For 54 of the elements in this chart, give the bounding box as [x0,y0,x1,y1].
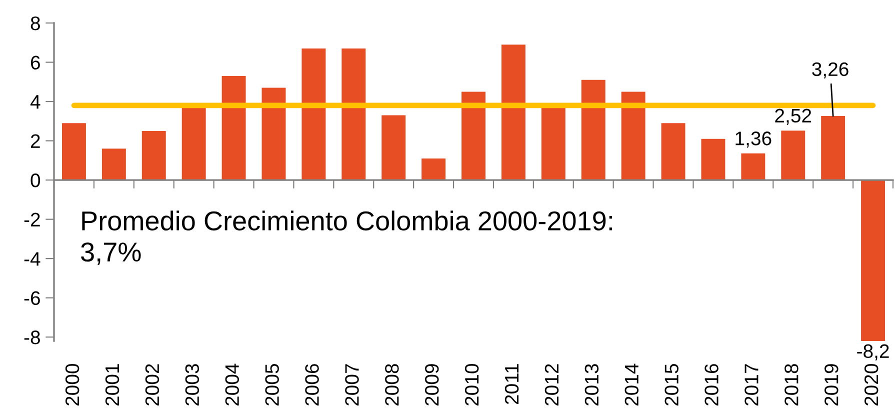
y-tick-label: 0 [30,174,40,188]
y-tick-label: -6 [24,291,40,306]
y-tick-label: -4 [24,252,40,266]
x-tick-label: 2011 [504,364,519,404]
x-tick-label: 2002 [145,364,160,406]
y-tick-label: -8 [24,330,40,344]
bar [222,76,246,180]
bar [262,88,286,180]
data-label: 2,52 [775,108,812,125]
data-label: 3,26 [812,62,848,78]
x-tick-label: 2017 [744,364,758,406]
bar [661,123,686,180]
y-tick-label: 6 [30,56,40,70]
x-tick-label: 2005 [265,364,279,406]
y-tick-label: -2 [24,212,40,226]
bar [781,130,806,180]
x-tick-label: 2014 [624,364,639,406]
x-tick-label: 2004 [225,364,240,406]
data-label: 1,36 [736,132,772,148]
x-tick-label: 2009 [425,364,439,406]
x-tick-label: 2020 [864,364,878,406]
bar [621,92,646,180]
annotation: Promedio Crecimiento Colombia 2000-2019: 3,7% [81,210,612,265]
x-tick-label: 2016 [704,364,718,406]
y-tick-label: 2 [30,134,40,148]
bar [861,180,886,341]
y-tick-label: 4 [30,95,40,109]
bar [462,92,486,180]
x-tick-label: 2008 [385,364,399,406]
bar [62,123,86,180]
bar [382,115,406,180]
x-tick-label: 2018 [784,364,798,406]
x-tick-label: 2015 [664,364,678,406]
bar [821,116,846,180]
x-tick-label: 2000 [65,364,80,406]
x-tick-label: 2003 [185,364,200,406]
x-tick-label: 2010 [464,364,479,406]
data-label: -8,2 [857,344,889,360]
bar [501,44,526,180]
bar [102,148,126,180]
x-tick-label: 2019 [824,364,838,406]
bar [302,48,326,180]
bar [701,138,726,180]
x-tick-label: 2001 [105,364,120,406]
bar [142,130,166,180]
x-tick-label: 2013 [584,364,599,406]
bar [581,80,606,180]
x-tick-label: 2006 [305,364,319,406]
x-tick-label: 2012 [544,364,559,406]
x-tick-label: 2007 [345,364,359,406]
y-tick-label: 8 [30,16,40,30]
bar [342,48,366,180]
bar [422,158,446,180]
bar [741,153,766,180]
